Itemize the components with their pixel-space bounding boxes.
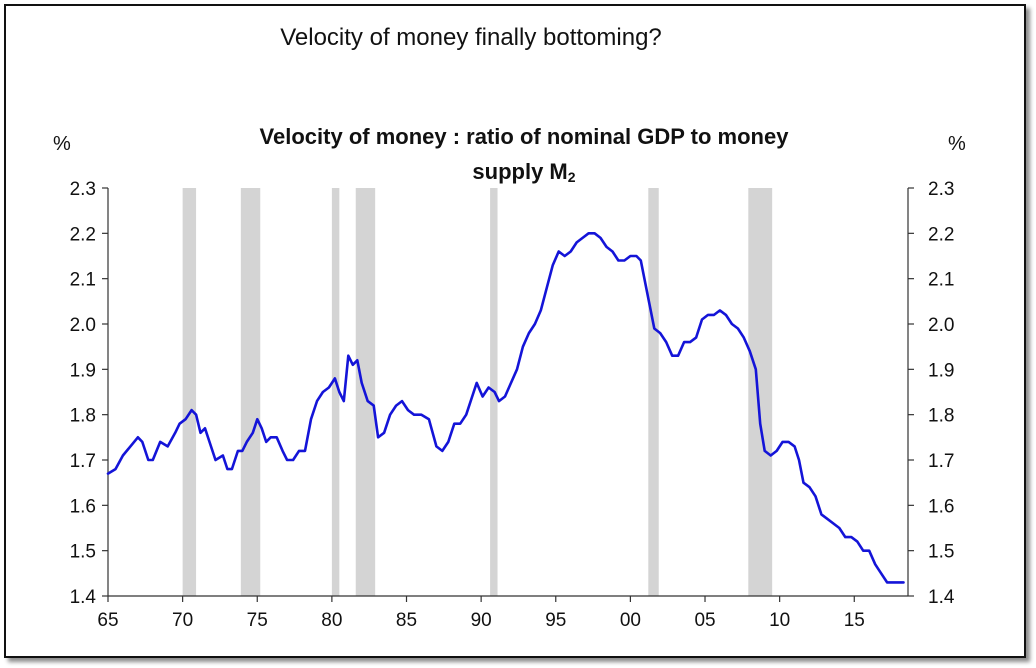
y-tick-label-left: 1.7 bbox=[70, 451, 96, 472]
axes bbox=[102, 187, 914, 602]
y-tick-label-right: 2.2 bbox=[928, 224, 954, 245]
x-tick-label: 85 bbox=[396, 610, 417, 631]
page-title: Velocity of money finally bottoming? bbox=[280, 24, 662, 51]
x-tick-label: 10 bbox=[769, 610, 790, 631]
y-tick-label-right: 1.7 bbox=[928, 451, 954, 472]
y-tick-label-right: 1.8 bbox=[928, 406, 954, 427]
x-tick-label: 15 bbox=[844, 610, 865, 631]
x-tick-label: 00 bbox=[620, 610, 641, 631]
recession-band-1 bbox=[182, 188, 197, 596]
y-axis-unit-left: % bbox=[53, 133, 71, 155]
x-tick-label: 80 bbox=[321, 610, 342, 631]
y-tick-label-right: 1.5 bbox=[928, 542, 954, 563]
y-tick-label-left: 1.9 bbox=[70, 360, 96, 381]
chart-title-line2: supply M2 bbox=[6, 159, 1036, 185]
y-tick-label-right: 2.3 bbox=[928, 179, 954, 200]
x-tick-label: 95 bbox=[545, 610, 566, 631]
y-tick-label-left: 2.1 bbox=[70, 270, 96, 291]
recession-band-2 bbox=[240, 188, 261, 596]
x-tick-label: 05 bbox=[694, 610, 715, 631]
chart-title-subscript: 2 bbox=[567, 169, 576, 185]
series-line-1 bbox=[106, 232, 905, 584]
y-tick-label-left: 1.6 bbox=[70, 496, 96, 517]
recession-band-7 bbox=[748, 188, 773, 596]
x-tick-label: 70 bbox=[172, 610, 193, 631]
chart-title-line1: Velocity of money : ratio of nominal GDP… bbox=[259, 124, 789, 149]
y-tick-label-left: 2.3 bbox=[70, 179, 96, 200]
y-tick-label-left: 1.8 bbox=[70, 406, 96, 427]
chart-title-line2-text: supply M bbox=[472, 159, 568, 184]
recession-band-3 bbox=[331, 188, 340, 596]
chart-frame bbox=[4, 4, 1026, 658]
y-axis-unit-right: % bbox=[948, 133, 966, 155]
y-tick-label-right: 1.6 bbox=[928, 496, 954, 517]
y-tick-label-left: 2.0 bbox=[70, 315, 96, 336]
y-tick-label-right: 2.1 bbox=[928, 270, 954, 291]
y-tick-label-left: 1.4 bbox=[70, 587, 97, 608]
y-tick-label-right: 1.4 bbox=[928, 587, 955, 608]
y-tick-label-left: 2.2 bbox=[70, 224, 96, 245]
recession-band-6 bbox=[648, 188, 659, 596]
y-tick-label-right: 1.9 bbox=[928, 360, 954, 381]
series-layer bbox=[106, 232, 905, 584]
x-tick-label: 65 bbox=[97, 610, 118, 631]
x-tick-label: 75 bbox=[247, 610, 268, 631]
recession-bands bbox=[182, 188, 773, 596]
x-tick-label: 90 bbox=[471, 610, 492, 631]
y-tick-label-right: 2.0 bbox=[928, 315, 954, 336]
y-tick-label-left: 1.5 bbox=[70, 542, 96, 563]
tick-labels: 2.3 2.3 2.2 2.2 2.1 2.1 2.0 2.0 1.9 1.9 1.8 1.8 1.7 1… bbox=[70, 179, 955, 631]
